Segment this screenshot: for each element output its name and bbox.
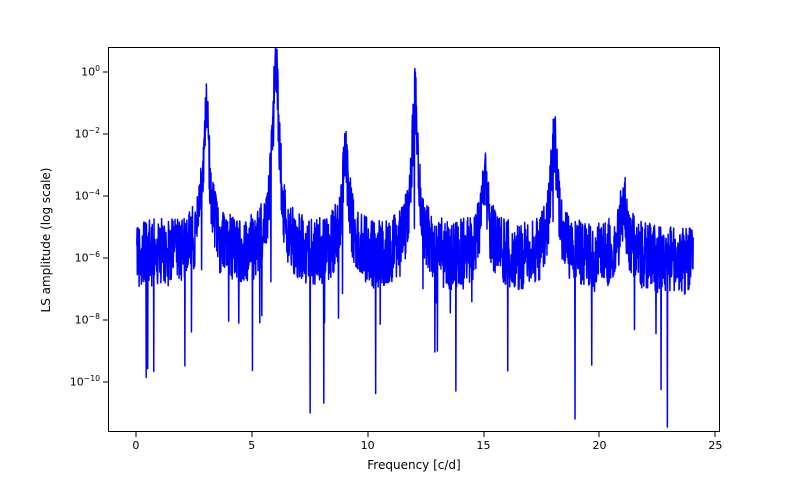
y-axis-label: LS amplitude (log scale) bbox=[39, 167, 53, 312]
x-tick-label: 5 bbox=[248, 439, 255, 452]
y-tick-label: 10−4 bbox=[75, 190, 100, 203]
axes-frame bbox=[108, 47, 720, 432]
y-tick-mark bbox=[103, 320, 108, 321]
y-tick-label: 10−8 bbox=[75, 314, 100, 327]
x-tick-label: 20 bbox=[592, 439, 606, 452]
spectrum-path bbox=[137, 49, 693, 428]
y-tick-mark bbox=[103, 133, 108, 134]
x-tick-mark bbox=[135, 432, 136, 437]
figure: Frequency [c/d] LS amplitude (log scale)… bbox=[0, 0, 800, 500]
x-tick-mark bbox=[599, 432, 600, 437]
y-tick-label: 10−10 bbox=[70, 376, 100, 389]
y-tick-label: 100 bbox=[81, 65, 100, 78]
x-axis-label: Frequency [c/d] bbox=[367, 458, 460, 472]
x-tick-mark bbox=[483, 432, 484, 437]
x-tick-label: 15 bbox=[477, 439, 491, 452]
x-tick-label: 0 bbox=[132, 439, 139, 452]
y-tick-label: 10−6 bbox=[75, 252, 100, 265]
y-tick-mark bbox=[103, 196, 108, 197]
x-tick-mark bbox=[367, 432, 368, 437]
x-tick-mark bbox=[251, 432, 252, 437]
y-tick-label: 10−2 bbox=[75, 127, 100, 140]
y-tick-mark bbox=[103, 71, 108, 72]
periodogram-line bbox=[109, 48, 721, 433]
x-tick-label: 10 bbox=[361, 439, 375, 452]
y-tick-mark bbox=[103, 258, 108, 259]
x-tick-label: 25 bbox=[708, 439, 722, 452]
y-tick-mark bbox=[103, 382, 108, 383]
x-tick-mark bbox=[715, 432, 716, 437]
